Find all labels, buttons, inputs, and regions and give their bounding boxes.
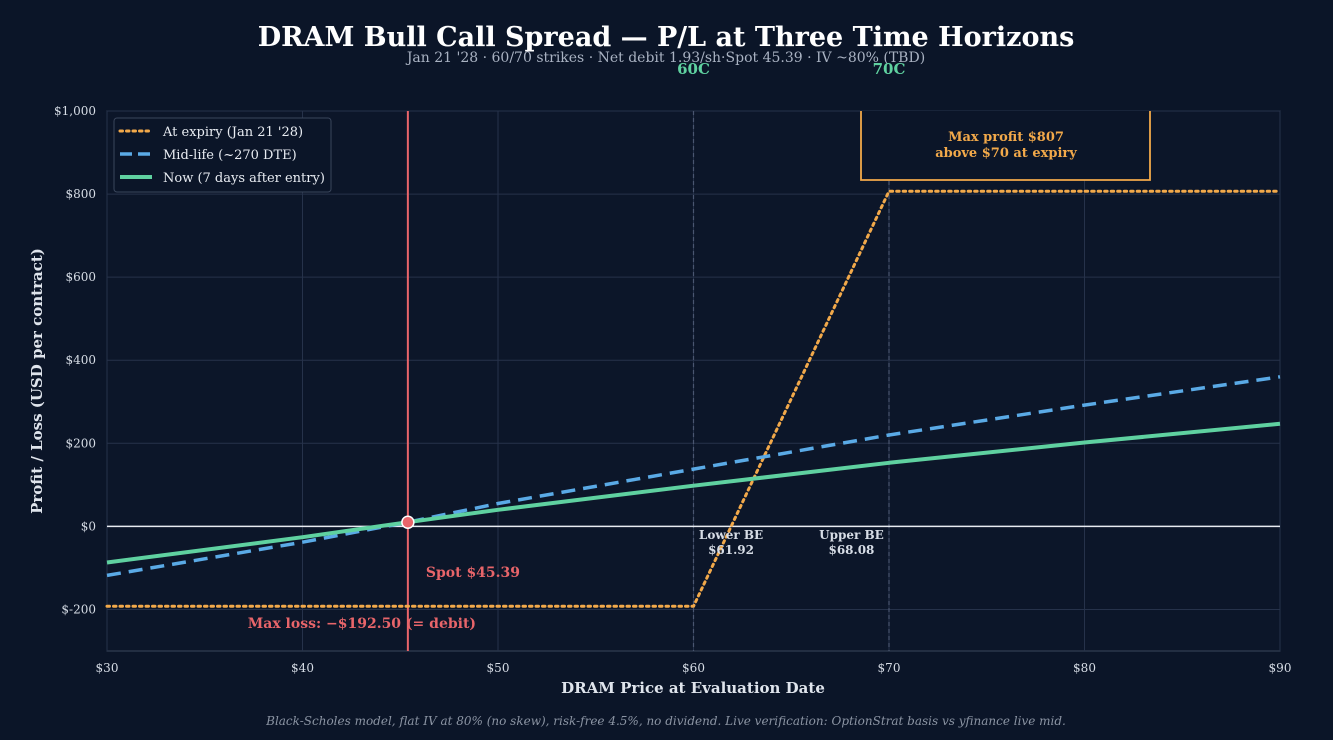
y-tick-label: $600: [65, 270, 96, 284]
chart-title: DRAM Bull Call Spread — P/L at Three Tim…: [258, 22, 1075, 53]
legend-label: At expiry (Jan 21 '28): [162, 125, 303, 140]
legend-label: Now (7 days after entry): [163, 171, 325, 186]
spot-label: Spot $45.39: [426, 565, 520, 581]
y-tick-label: $200: [65, 436, 96, 450]
spot-marker: [401, 515, 415, 529]
lower-be-value: $61.92: [708, 543, 754, 557]
lower-be-title: Lower BE: [699, 528, 763, 542]
x-tick-label: $80: [1073, 661, 1096, 675]
x-tick-label: $70: [878, 661, 901, 675]
plot-area: $30 $40 $50 $60 $70 $80 $90 $-200 $0 $200 $400 $600…: [54, 60, 1291, 675]
x-tick-label: $40: [291, 661, 314, 675]
x-axis-label: DRAM Price at Evaluation Date: [561, 679, 825, 697]
y-axis-label: Profit / Loss (USD per contract): [28, 248, 46, 514]
upper-be-value: $68.08: [828, 543, 874, 557]
max-profit-box: [860, 111, 1151, 181]
max-profit-line2: above $70 at expiry: [935, 146, 1077, 161]
legend-label: Mid-life (~270 DTE): [163, 148, 297, 163]
x-tick-label: $60: [682, 661, 705, 675]
upper-be-title: Upper BE: [819, 528, 884, 542]
max-profit-line1: Max profit $807: [948, 130, 1064, 145]
y-tick-label: $0: [81, 519, 96, 533]
legend-box: [113, 117, 332, 193]
series-line-0: [105, 189, 1282, 608]
footnote: Black-Scholes model, flat IV at 80% (no …: [265, 714, 1066, 728]
x-tick-label: $50: [487, 661, 510, 675]
x-tick-label: $90: [1269, 661, 1292, 675]
y-tick-label: $400: [65, 353, 96, 367]
y-tick-label: $1,000: [54, 104, 96, 118]
max-loss-label: Max loss: −$192.50 (= debit): [248, 616, 476, 632]
strike-label: 60C: [677, 60, 710, 78]
x-tick-label: $30: [96, 661, 119, 675]
strike-label: 70C: [873, 60, 906, 78]
y-tick-label: $-200: [61, 602, 96, 616]
series-line-2: [106, 421, 1281, 565]
y-tick-label: $800: [65, 187, 96, 201]
chart-subtitle: Jan 21 '28 · 60/70 strikes · Net debit 1…: [405, 50, 925, 66]
series-line-1: [106, 375, 1281, 578]
